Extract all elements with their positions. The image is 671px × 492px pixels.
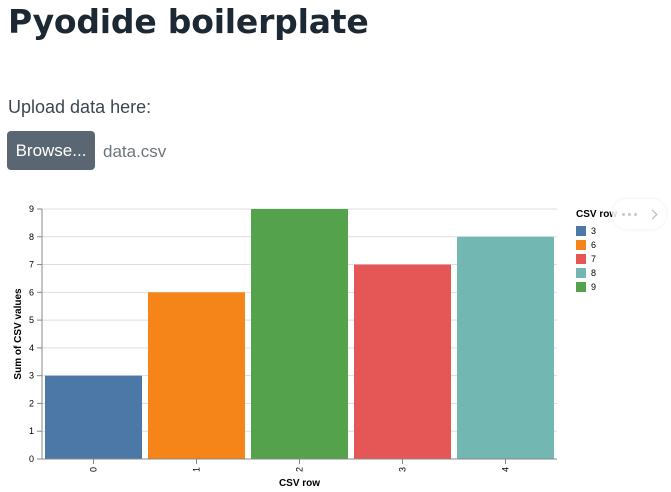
legend-swatch (576, 282, 586, 292)
page-title: Pyodide boilerplate (8, 2, 369, 41)
y-tick-label: 6 (29, 287, 34, 297)
y-tick-label: 2 (29, 398, 34, 408)
y-tick-label: 1 (29, 426, 34, 436)
y-tick-label: 7 (29, 260, 34, 270)
y-tick-label: 5 (29, 315, 34, 325)
bar (148, 292, 245, 459)
y-tick-label: 3 (29, 371, 34, 381)
x-tick-label: 4 (501, 467, 511, 472)
x-tick-label: 0 (89, 467, 99, 472)
x-tick-label: 3 (398, 467, 408, 472)
legend-label: 6 (591, 240, 596, 250)
legend-swatch (576, 226, 586, 236)
chevron-right-icon (647, 209, 658, 219)
x-axis-title: CSV row (279, 478, 320, 489)
y-tick-label: 4 (29, 343, 34, 353)
legend-title: CSV row (576, 209, 617, 220)
legend-swatch (576, 268, 586, 278)
bar (45, 375, 142, 459)
bar (251, 209, 348, 459)
legend-label: 3 (591, 226, 596, 236)
legend-label: 8 (591, 268, 596, 278)
ellipsis-icon (622, 212, 637, 216)
chart-actions-menu[interactable] (612, 199, 666, 229)
bar-chart: 0 1 2 3 4 5 6 7 8 9 0 1 2 3 4 CSV row Sum of CSV values C… (13, 204, 617, 489)
y-tick-label: 9 (29, 204, 34, 214)
legend-label: 7 (591, 254, 596, 264)
upload-label: Upload data here: (8, 97, 152, 117)
legend-label: 9 (591, 282, 596, 292)
x-tick-label: 2 (295, 467, 305, 472)
y-axis-title: Sum of CSV values (13, 288, 24, 380)
y-tick-label: 8 (29, 232, 34, 242)
browse-button[interactable]: Browse... (7, 131, 95, 170)
legend-swatch (576, 254, 586, 264)
y-tick-label: 0 (29, 454, 34, 464)
bar (457, 236, 554, 459)
selected-file-name: data.csv (103, 142, 167, 161)
bar (354, 264, 451, 459)
x-tick-label: 1 (192, 467, 202, 472)
legend-swatch (576, 240, 586, 250)
